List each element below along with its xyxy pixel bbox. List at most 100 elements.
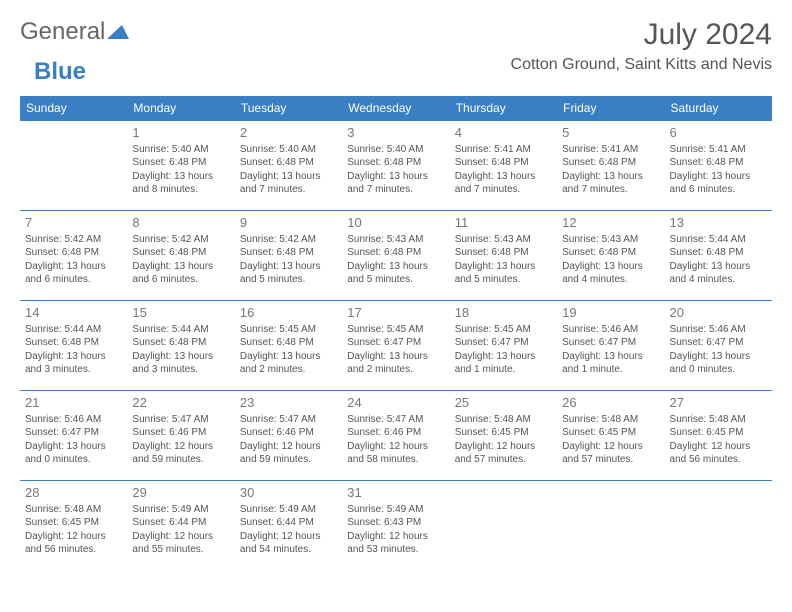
calendar-cell: 6Sunrise: 5:41 AMSunset: 6:48 PMDaylight… xyxy=(665,121,772,211)
daylight-text: Daylight: 13 hours xyxy=(562,260,659,274)
sunset-text: Sunset: 6:48 PM xyxy=(240,156,337,170)
sunset-text: Sunset: 6:48 PM xyxy=(670,156,767,170)
day-number: 30 xyxy=(240,484,337,502)
day-number: 18 xyxy=(455,304,552,322)
day-number: 20 xyxy=(670,304,767,322)
daylight-text: and 59 minutes. xyxy=(240,453,337,467)
sunset-text: Sunset: 6:45 PM xyxy=(562,426,659,440)
sunrise-text: Sunrise: 5:44 AM xyxy=(132,323,229,337)
calendar-cell xyxy=(20,121,127,211)
sunset-text: Sunset: 6:44 PM xyxy=(132,516,229,530)
daylight-text: and 7 minutes. xyxy=(562,183,659,197)
sunrise-text: Sunrise: 5:45 AM xyxy=(240,323,337,337)
day-number: 12 xyxy=(562,214,659,232)
sunset-text: Sunset: 6:47 PM xyxy=(455,336,552,350)
sunset-text: Sunset: 6:47 PM xyxy=(347,336,444,350)
daylight-text: and 2 minutes. xyxy=(347,363,444,377)
sunset-text: Sunset: 6:48 PM xyxy=(240,336,337,350)
calendar-cell: 23Sunrise: 5:47 AMSunset: 6:46 PMDayligh… xyxy=(235,391,342,481)
daylight-text: Daylight: 13 hours xyxy=(347,260,444,274)
calendar-row: 14Sunrise: 5:44 AMSunset: 6:48 PMDayligh… xyxy=(20,301,772,391)
day-number: 11 xyxy=(455,214,552,232)
daylight-text: Daylight: 13 hours xyxy=(132,350,229,364)
sunrise-text: Sunrise: 5:46 AM xyxy=(562,323,659,337)
sunset-text: Sunset: 6:48 PM xyxy=(240,246,337,260)
sunrise-text: Sunrise: 5:48 AM xyxy=(455,413,552,427)
col-thursday: Thursday xyxy=(450,96,557,121)
day-number: 9 xyxy=(240,214,337,232)
daylight-text: Daylight: 12 hours xyxy=(347,440,444,454)
sunset-text: Sunset: 6:48 PM xyxy=(347,246,444,260)
daylight-text: Daylight: 13 hours xyxy=(25,260,122,274)
calendar-cell: 20Sunrise: 5:46 AMSunset: 6:47 PMDayligh… xyxy=(665,301,772,391)
sunset-text: Sunset: 6:46 PM xyxy=(240,426,337,440)
sunrise-text: Sunrise: 5:45 AM xyxy=(455,323,552,337)
day-number: 28 xyxy=(25,484,122,502)
sunrise-text: Sunrise: 5:48 AM xyxy=(670,413,767,427)
daylight-text: and 3 minutes. xyxy=(132,363,229,377)
sunrise-text: Sunrise: 5:41 AM xyxy=(455,143,552,157)
col-friday: Friday xyxy=(557,96,664,121)
sunset-text: Sunset: 6:44 PM xyxy=(240,516,337,530)
day-number: 16 xyxy=(240,304,337,322)
daylight-text: and 55 minutes. xyxy=(132,543,229,557)
daylight-text: and 58 minutes. xyxy=(347,453,444,467)
daylight-text: Daylight: 13 hours xyxy=(347,170,444,184)
calendar-cell: 2Sunrise: 5:40 AMSunset: 6:48 PMDaylight… xyxy=(235,121,342,211)
sunrise-text: Sunrise: 5:49 AM xyxy=(240,503,337,517)
daylight-text: Daylight: 13 hours xyxy=(240,260,337,274)
sunrise-text: Sunrise: 5:42 AM xyxy=(25,233,122,247)
daylight-text: Daylight: 12 hours xyxy=(347,530,444,544)
daylight-text: Daylight: 12 hours xyxy=(240,440,337,454)
sunrise-text: Sunrise: 5:41 AM xyxy=(670,143,767,157)
daylight-text: Daylight: 13 hours xyxy=(670,170,767,184)
calendar-row: 7Sunrise: 5:42 AMSunset: 6:48 PMDaylight… xyxy=(20,211,772,301)
logo-triangle-icon xyxy=(107,18,129,46)
sunset-text: Sunset: 6:47 PM xyxy=(25,426,122,440)
logo-text-1: General xyxy=(20,18,105,46)
calendar-table: Sunday Monday Tuesday Wednesday Thursday… xyxy=(20,96,772,570)
day-number: 23 xyxy=(240,394,337,412)
sunrise-text: Sunrise: 5:47 AM xyxy=(132,413,229,427)
sunrise-text: Sunrise: 5:43 AM xyxy=(455,233,552,247)
daylight-text: Daylight: 13 hours xyxy=(562,350,659,364)
calendar-cell: 27Sunrise: 5:48 AMSunset: 6:45 PMDayligh… xyxy=(665,391,772,481)
header-row: Sunday Monday Tuesday Wednesday Thursday… xyxy=(20,96,772,121)
sunset-text: Sunset: 6:48 PM xyxy=(455,246,552,260)
sunset-text: Sunset: 6:48 PM xyxy=(455,156,552,170)
day-number: 17 xyxy=(347,304,444,322)
calendar-cell: 13Sunrise: 5:44 AMSunset: 6:48 PMDayligh… xyxy=(665,211,772,301)
calendar-cell: 15Sunrise: 5:44 AMSunset: 6:48 PMDayligh… xyxy=(127,301,234,391)
day-number: 29 xyxy=(132,484,229,502)
month-year: July 2024 xyxy=(511,18,772,52)
sunrise-text: Sunrise: 5:49 AM xyxy=(347,503,444,517)
sunset-text: Sunset: 6:48 PM xyxy=(670,246,767,260)
calendar-cell: 24Sunrise: 5:47 AMSunset: 6:46 PMDayligh… xyxy=(342,391,449,481)
calendar-cell: 11Sunrise: 5:43 AMSunset: 6:48 PMDayligh… xyxy=(450,211,557,301)
sunset-text: Sunset: 6:48 PM xyxy=(25,336,122,350)
daylight-text: and 0 minutes. xyxy=(670,363,767,377)
daylight-text: and 4 minutes. xyxy=(670,273,767,287)
day-number: 22 xyxy=(132,394,229,412)
sunset-text: Sunset: 6:47 PM xyxy=(562,336,659,350)
calendar-cell xyxy=(557,481,664,571)
daylight-text: and 5 minutes. xyxy=(240,273,337,287)
calendar-cell: 18Sunrise: 5:45 AMSunset: 6:47 PMDayligh… xyxy=(450,301,557,391)
sunrise-text: Sunrise: 5:47 AM xyxy=(347,413,444,427)
calendar-cell: 3Sunrise: 5:40 AMSunset: 6:48 PMDaylight… xyxy=(342,121,449,211)
daylight-text: and 59 minutes. xyxy=(132,453,229,467)
sunrise-text: Sunrise: 5:41 AM xyxy=(562,143,659,157)
title-block: July 2024 Cotton Ground, Saint Kitts and… xyxy=(511,18,772,74)
daylight-text: Daylight: 12 hours xyxy=(240,530,337,544)
sunrise-text: Sunrise: 5:40 AM xyxy=(132,143,229,157)
day-number: 31 xyxy=(347,484,444,502)
daylight-text: and 0 minutes. xyxy=(25,453,122,467)
sunset-text: Sunset: 6:48 PM xyxy=(132,156,229,170)
daylight-text: and 8 minutes. xyxy=(132,183,229,197)
day-number: 21 xyxy=(25,394,122,412)
sunset-text: Sunset: 6:48 PM xyxy=(132,336,229,350)
col-monday: Monday xyxy=(127,96,234,121)
day-number: 10 xyxy=(347,214,444,232)
daylight-text: and 6 minutes. xyxy=(25,273,122,287)
sunrise-text: Sunrise: 5:42 AM xyxy=(240,233,337,247)
